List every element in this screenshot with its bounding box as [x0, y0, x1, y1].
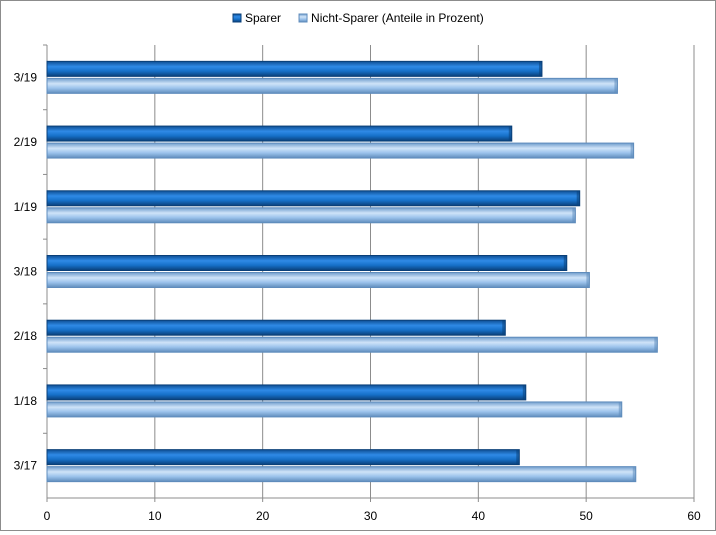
bar-end-cap — [563, 255, 567, 271]
y-tick-label: 3/18 — [14, 265, 38, 279]
bar-nicht-sparer — [46, 77, 618, 94]
legend-swatch — [298, 13, 308, 23]
y-tick-label: 1/18 — [14, 394, 38, 408]
axes — [43, 44, 695, 502]
tick-labels: 0 10 20 30 40 50 60 3/17 1/18 2/18 3/18 1/19 2/19 3/1… — [14, 70, 701, 523]
gridlines — [46, 45, 695, 498]
y-tick-label: 2/18 — [14, 329, 38, 343]
bar-end-cap — [654, 337, 658, 353]
bar-end-cap — [522, 384, 526, 400]
bar-end-cap — [516, 449, 520, 465]
bar-end-cap — [630, 143, 634, 159]
bar-end-cap — [576, 190, 580, 206]
bar-nicht-sparer — [46, 272, 590, 288]
x-tick-label: 50 — [579, 509, 593, 523]
legend-swatch — [232, 13, 242, 23]
bar-sparer — [46, 449, 520, 466]
legend-label: Sparer — [245, 11, 281, 25]
x-tick-label: 20 — [256, 509, 270, 523]
bar-sparer — [46, 319, 506, 336]
bar-end-cap — [632, 466, 636, 482]
bar-sparer — [46, 384, 527, 401]
bar-end-cap — [508, 126, 512, 142]
bar-sparer — [46, 255, 568, 271]
bar-end-cap — [586, 272, 590, 288]
bar-sparer — [46, 125, 513, 142]
bars — [46, 60, 658, 483]
bar-end-cap — [502, 320, 506, 336]
bar-nicht-sparer — [46, 207, 576, 224]
bar-nicht-sparer — [46, 142, 635, 159]
x-tick-label: 10 — [148, 509, 162, 523]
bar-nicht-sparer — [46, 401, 623, 418]
bar-end-cap — [572, 207, 576, 223]
y-tick-label: 2/19 — [14, 135, 38, 149]
y-tick-label: 1/19 — [14, 200, 38, 214]
x-tick-label: 40 — [472, 509, 486, 523]
bar-sparer — [46, 190, 581, 207]
legend: Sparer Nicht-Sparer (Anteile in Prozent) — [232, 11, 484, 25]
y-tick-label: 3/19 — [14, 70, 38, 84]
x-tick-label: 60 — [687, 509, 701, 523]
bar-sparer — [46, 60, 543, 77]
x-tick-label: 30 — [364, 509, 378, 523]
bar-nicht-sparer — [46, 336, 658, 353]
bar-end-cap — [538, 61, 542, 77]
bar-end-cap — [614, 78, 618, 94]
bar-end-cap — [618, 401, 622, 417]
legend-label: Nicht-Sparer (Anteile in Prozent) — [311, 11, 484, 25]
bar-nicht-sparer — [46, 466, 637, 483]
y-tick-label: 3/17 — [14, 459, 38, 473]
x-tick-label: 0 — [44, 509, 51, 523]
